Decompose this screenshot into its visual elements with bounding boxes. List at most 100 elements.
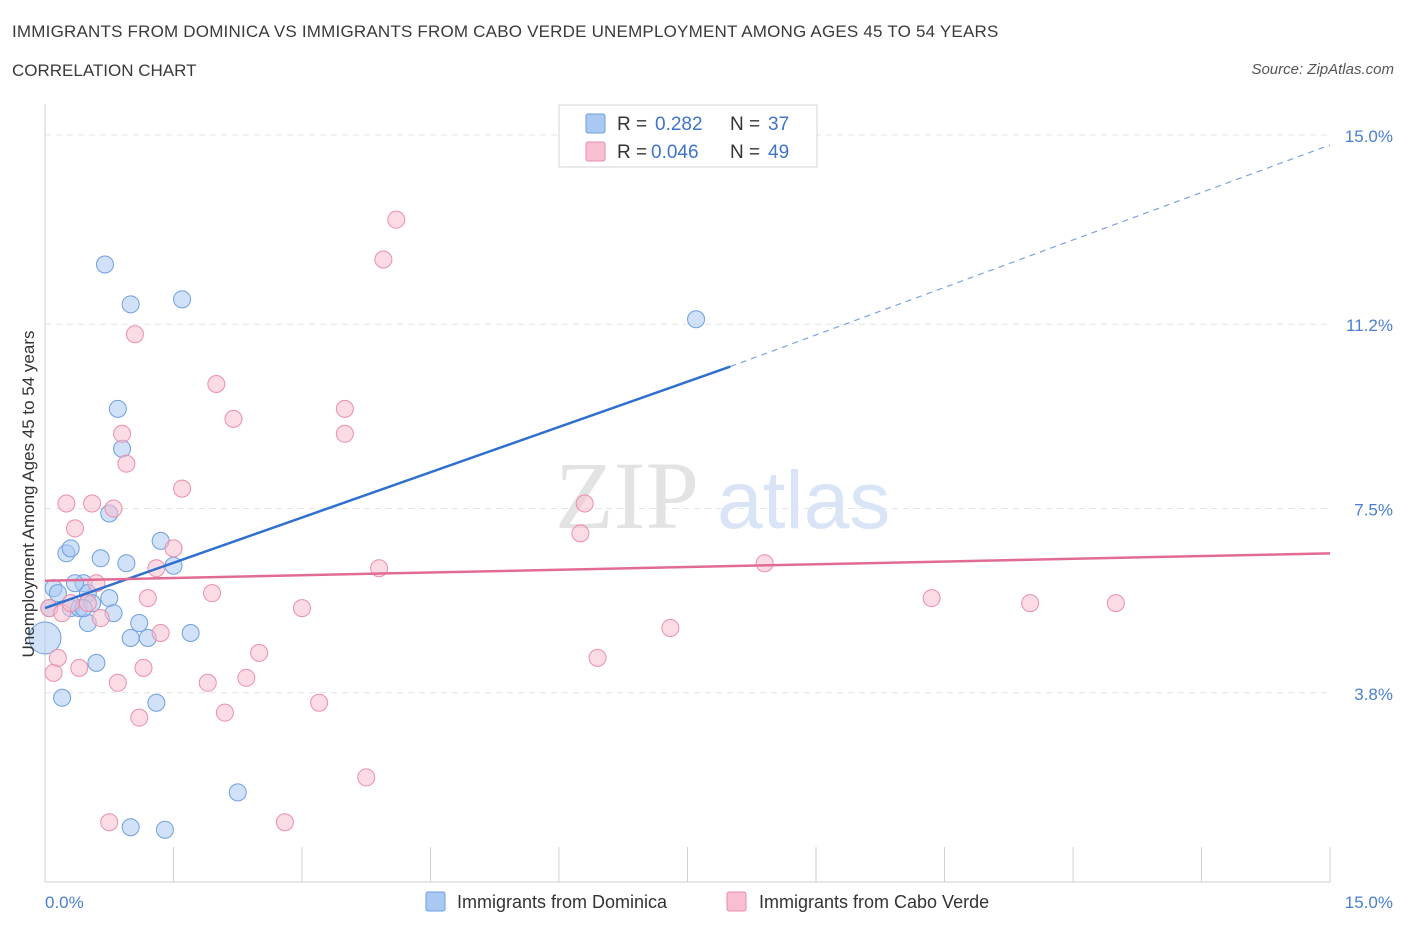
point-dominica-4	[61, 539, 80, 558]
point-cabo-verde-39	[374, 250, 393, 269]
legend-swatch-dominica	[585, 113, 606, 134]
point-cabo-verde-35	[335, 399, 354, 418]
point-cabo-verde-1	[44, 663, 63, 682]
y-axis-title: Unemployment Among Ages 45 to 54 years	[19, 331, 38, 658]
point-cabo-verde-32	[275, 813, 294, 832]
point-dominica-33	[48, 584, 67, 603]
bottom-legend-label-cabo-verde: Immigrants from Cabo Verde	[759, 892, 989, 912]
point-cabo-verde-29	[224, 409, 243, 428]
data-points	[28, 210, 1125, 839]
point-cabo-verde-48	[1106, 594, 1125, 613]
point-cabo-verde-17	[125, 325, 144, 344]
tick-labels: 3.8% 7.5% 11.2% 15.0% 0.0% 15.0%	[45, 127, 1393, 912]
legend-n-label-cabo-verde: N =	[730, 142, 760, 163]
point-cabo-verde-41	[575, 494, 594, 513]
point-cabo-verde-40	[387, 210, 406, 229]
point-cabo-verde-43	[588, 648, 607, 667]
bottom-legend-label-dominica: Immigrants from Dominica	[457, 892, 668, 912]
point-dominica-11	[87, 653, 106, 672]
point-dominica-17	[108, 399, 127, 418]
point-cabo-verde-37	[357, 768, 376, 787]
point-cabo-verde-30	[237, 668, 256, 687]
point-cabo-verde-7	[70, 658, 89, 677]
point-dominica-23	[130, 614, 149, 633]
point-cabo-verde-31	[250, 643, 269, 662]
chart-title: IMMIGRANTS FROM DOMINICA VS IMMIGRANTS F…	[12, 22, 999, 41]
legend-r-label-cabo-verde: R =	[617, 142, 647, 163]
bottom-legend-swatch-dominica	[425, 891, 446, 912]
point-dominica-30	[181, 624, 200, 642]
point-dominica-34	[65, 574, 84, 593]
point-dominica-15	[100, 589, 119, 608]
point-cabo-verde-16	[117, 454, 136, 473]
legend-r-value-cabo-verde: 0.046	[651, 142, 699, 163]
y-tick-label-0: 3.8%	[1354, 685, 1393, 704]
point-cabo-verde-9	[83, 494, 102, 513]
point-cabo-verde-14	[108, 673, 127, 692]
legend-n-label-dominica: N =	[730, 114, 760, 135]
x-tick-label-1: 15.0%	[1345, 893, 1393, 912]
chart-subtitle: CORRELATION CHART	[12, 61, 197, 80]
point-cabo-verde-25	[198, 673, 217, 692]
axes	[44, 104, 1331, 883]
trend-lines	[44, 144, 1331, 610]
point-dominica-27	[155, 820, 174, 839]
bottom-legend-swatch-cabo-verde	[726, 891, 747, 912]
point-cabo-verde-45	[755, 554, 774, 573]
point-dominica-21	[121, 818, 140, 837]
point-cabo-verde-12	[100, 813, 119, 832]
point-cabo-verde-42	[571, 524, 590, 543]
point-cabo-verde-19	[134, 658, 153, 677]
point-dominica-25	[147, 693, 166, 712]
point-cabo-verde-22	[151, 624, 170, 642]
point-dominica-29	[173, 290, 192, 309]
point-cabo-verde-8	[78, 594, 97, 613]
point-cabo-verde-47	[1021, 594, 1040, 613]
x-tick-label-0: 0.0%	[45, 893, 84, 912]
point-cabo-verde-46	[922, 589, 941, 608]
point-dominica-19	[117, 554, 136, 573]
point-cabo-verde-2	[48, 648, 67, 667]
point-cabo-verde-6	[65, 519, 84, 538]
point-cabo-verde-23	[164, 539, 183, 558]
point-dominica-12	[91, 549, 110, 568]
y-tick-label-2: 11.2%	[1346, 316, 1393, 335]
point-dominica-31	[228, 783, 247, 802]
point-dominica-0	[28, 621, 62, 655]
legend-n-value-cabo-verde: 49	[768, 142, 789, 163]
point-cabo-verde-36	[335, 424, 354, 443]
legend-n-value-dominica: 37	[768, 114, 789, 135]
point-cabo-verde-18	[130, 708, 149, 727]
legend-r-label-dominica: R =	[617, 114, 647, 135]
bottom-legend: Immigrants from Dominica Immigrants from…	[425, 891, 989, 912]
point-cabo-verde-44	[661, 619, 680, 638]
point-dominica-2	[53, 688, 72, 707]
legend-swatch-cabo-verde	[585, 141, 606, 162]
source-label: Source: ZipAtlas.com	[1251, 61, 1394, 78]
legend-box: R = 0.282 N = 37 R = 0.046 N = 49	[558, 104, 818, 168]
point-cabo-verde-20	[138, 589, 157, 608]
trend-line-cabo-verde	[44, 552, 1331, 582]
point-cabo-verde-28	[215, 703, 234, 722]
point-cabo-verde-33	[293, 599, 311, 618]
point-cabo-verde-13	[104, 499, 123, 518]
trend-line-dominica-extension	[730, 144, 1331, 368]
point-dominica-13	[95, 255, 114, 274]
point-cabo-verde-11	[91, 609, 110, 628]
point-cabo-verde-4	[57, 494, 76, 513]
point-dominica-32	[687, 310, 706, 329]
y-tick-label-3: 15.0%	[1345, 127, 1393, 146]
point-cabo-verde-15	[113, 424, 132, 443]
watermark-atlas: atlas	[717, 455, 890, 546]
y-tick-label-1: 7.5%	[1354, 501, 1393, 520]
point-cabo-verde-27	[207, 375, 226, 393]
legend-r-value-dominica: 0.282	[655, 114, 703, 135]
watermark: ZIP atlas	[555, 442, 890, 549]
point-cabo-verde-26	[203, 584, 222, 603]
point-cabo-verde-34	[310, 693, 329, 712]
trend-line-dominica	[44, 365, 731, 610]
point-dominica-20	[121, 628, 140, 647]
point-cabo-verde-24	[173, 479, 192, 498]
point-dominica-22	[121, 295, 140, 314]
